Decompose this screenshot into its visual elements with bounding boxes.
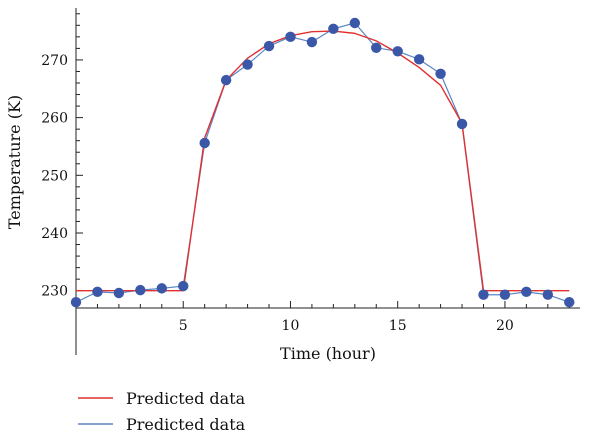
series-line-2 [75, 22, 570, 303]
y-tick-label: 260 [41, 111, 68, 127]
y-tick-label: 270 [41, 53, 68, 69]
data-point [113, 287, 125, 299]
x-axis-title: Time (hour) [280, 344, 376, 363]
data-point [456, 118, 468, 130]
data-point [306, 36, 318, 48]
data-point [263, 40, 275, 52]
series-layer [70, 17, 575, 308]
data-point [521, 286, 532, 298]
legend-label-2: Predicted data [126, 415, 246, 434]
data-point [371, 42, 382, 54]
x-tick-label: 15 [389, 318, 407, 334]
data-point [413, 54, 425, 65]
legend-label-1: Predicted data [126, 389, 246, 408]
y-tick-label: 230 [41, 284, 68, 300]
x-tick-label: 20 [496, 318, 514, 334]
y-tick-label: 250 [41, 168, 68, 184]
data-point [242, 59, 253, 70]
y-tick-label: 240 [41, 226, 68, 242]
axes [75, 8, 580, 355]
data-point [178, 280, 189, 292]
y-axis-ticks: 230 240 250 260 270 [41, 13, 83, 303]
data-point [285, 31, 296, 43]
x-axis-ticks: 5 10 15 20 [96, 301, 570, 334]
legend: Predicted data Predicted data [78, 389, 246, 434]
data-point [199, 137, 210, 149]
data-point [564, 297, 575, 308]
data-point [328, 23, 339, 34]
data-point [478, 289, 489, 300]
data-point [70, 297, 82, 308]
data-point [92, 286, 103, 298]
data-point [435, 68, 446, 79]
data-point [156, 283, 167, 294]
x-tick-label: 10 [282, 318, 300, 334]
data-point [542, 289, 554, 300]
data-point [135, 284, 146, 296]
y-axis-title: Temperature (K) [5, 95, 24, 229]
data-point [349, 17, 361, 29]
x-tick-label: 5 [179, 318, 188, 334]
series-line-1 [76, 30, 570, 292]
data-point [220, 74, 232, 86]
data-point [499, 289, 511, 300]
data-point [392, 46, 403, 57]
